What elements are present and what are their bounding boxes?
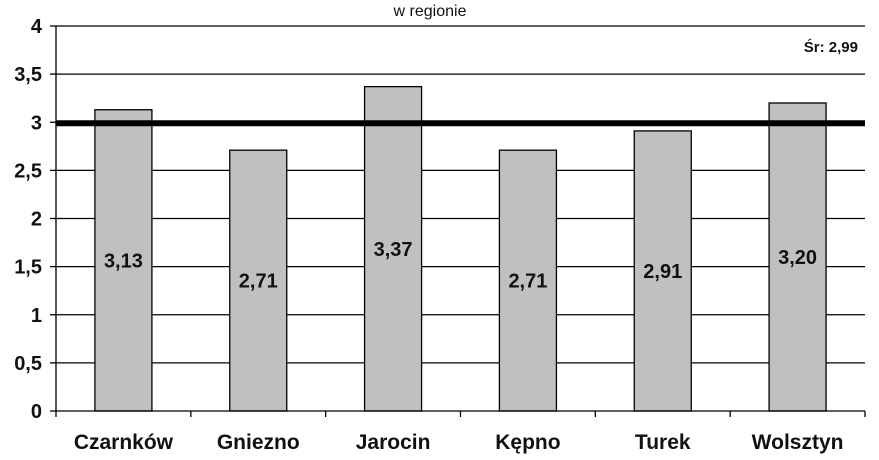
data-label: 2,71 [508, 271, 547, 293]
y-tick-label: 3 [31, 112, 42, 134]
axes [50, 25, 866, 417]
bar-kępno [498, 149, 558, 412]
bar-wolsztyn [768, 102, 827, 412]
category-label: Gniezno [217, 431, 300, 454]
y-tick-label: 2 [31, 209, 42, 231]
bar-czarnków [94, 109, 153, 412]
y-tick-label: 1,5 [14, 257, 42, 279]
y-tick-labels: 0 0,5 1 1,5 2 2,5 3 3,5 4 [14, 16, 43, 423]
bar-jarocin [363, 85, 423, 412]
data-label: 2,71 [239, 271, 278, 293]
data-label: 3,20 [778, 247, 817, 269]
gridlines [56, 25, 865, 364]
bars [56, 85, 865, 412]
y-tick-label: 0,5 [14, 353, 42, 375]
chart-title: w regionie [393, 3, 467, 20]
average-label: Śr: 2,99 [804, 38, 858, 56]
category-labels: Czarnków Gniezno Jarocin Kępno Turek Wolsztyn [74, 431, 844, 454]
y-tick-label: 2,5 [14, 160, 42, 182]
category-label: Wolsztyn [752, 431, 844, 454]
category-label: Kępno [495, 431, 560, 454]
data-label: 2,91 [643, 261, 682, 283]
category-label: Turek [635, 431, 691, 454]
y-tick-label: 1 [31, 305, 42, 327]
y-tick-label: 3,5 [14, 64, 42, 86]
data-label: 3,37 [374, 239, 413, 261]
category-label: Jarocin [356, 431, 431, 454]
category-label: Czarnków [74, 431, 174, 454]
bar-gniezno [229, 149, 288, 412]
data-labels: 3,13 2,71 3,37 2,71 2,91 3,20 [104, 239, 817, 293]
y-tick-label: 4 [31, 16, 43, 38]
data-label: 3,13 [104, 250, 143, 272]
bar-turek [633, 130, 692, 412]
y-tick-label: 0 [31, 401, 42, 423]
